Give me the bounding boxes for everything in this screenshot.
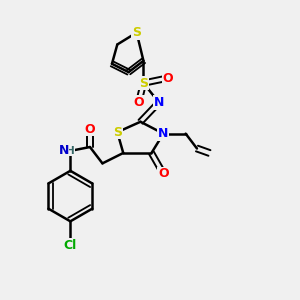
- Text: N: N: [154, 96, 164, 109]
- Text: O: O: [163, 72, 173, 85]
- Text: H: H: [66, 146, 75, 156]
- Text: Cl: Cl: [64, 238, 77, 252]
- Text: O: O: [134, 96, 144, 109]
- Text: S: S: [132, 26, 141, 39]
- Text: S: S: [139, 76, 148, 90]
- Text: O: O: [85, 123, 95, 136]
- Text: N: N: [158, 127, 169, 140]
- Text: S: S: [113, 126, 122, 139]
- Text: N: N: [58, 144, 69, 158]
- Text: O: O: [158, 167, 169, 180]
